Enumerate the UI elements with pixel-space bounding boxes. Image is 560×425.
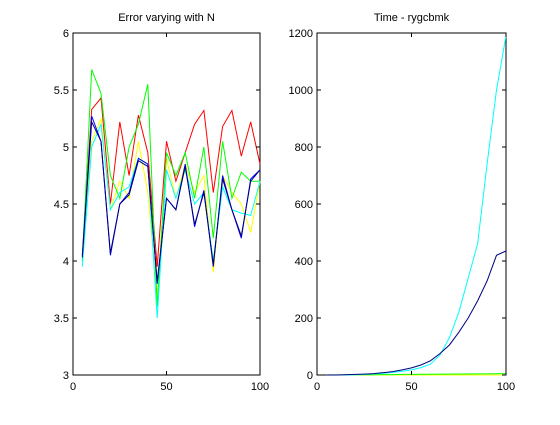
- time-x-tick-label: 0: [314, 381, 320, 393]
- time-y-tick-label: 1000: [289, 85, 313, 97]
- error-y-tick-label: 5.5: [54, 85, 69, 97]
- error-x-tick-label: 50: [160, 381, 172, 393]
- error-series-5-line: [81, 119, 261, 282]
- time-series-4-line: [326, 250, 507, 376]
- error-x-tick-label: 0: [70, 381, 76, 393]
- time-y-tick-label: 800: [295, 142, 313, 154]
- error-y-tick-label: 6: [63, 28, 69, 40]
- error-y-tick-label: 3: [63, 370, 69, 382]
- time-chart-title: Time - rygcbmk: [374, 12, 450, 24]
- time-y-tick-label: 1200: [289, 28, 313, 40]
- error-y-tick-label: 5: [63, 142, 69, 154]
- error-y-tick-label: 4: [63, 256, 69, 268]
- error-series-0-line: [81, 96, 261, 267]
- time-axes-frame: [316, 32, 507, 376]
- error-y-tick-label: 4.5: [54, 199, 69, 211]
- time-x-tick-label: 50: [405, 381, 417, 393]
- time-y-tick-label: 600: [295, 199, 313, 211]
- time-y-tick-label: 200: [295, 313, 313, 325]
- time-y-tick-label: 0: [307, 370, 313, 382]
- error-x-tick-label: 100: [251, 381, 269, 393]
- time-y-tick-label: 400: [295, 256, 313, 268]
- error-chart: Error varying with N 0 50 100 3 3.5 4 4.5 5 5.5 6: [54, 12, 269, 393]
- error-series-2-line: [81, 69, 260, 307]
- error-y-tick-label: 3.5: [54, 313, 69, 325]
- error-chart-title: Error varying with N: [118, 12, 215, 24]
- time-x-tick-label: 100: [497, 381, 515, 393]
- error-axes-frame: [72, 32, 261, 376]
